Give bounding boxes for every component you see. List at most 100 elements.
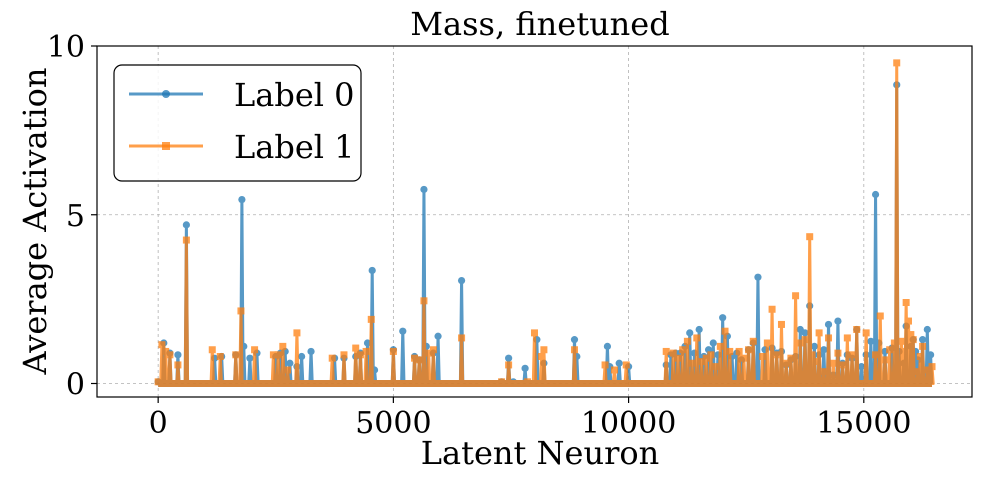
data-point-label-1 bbox=[182, 236, 190, 244]
y-axis: 0 5 10 bbox=[47, 30, 97, 403]
data-point-label-1 bbox=[801, 336, 809, 344]
data-point-label-0 bbox=[927, 351, 935, 359]
data-point-label-1 bbox=[712, 363, 720, 371]
data-point-label-1 bbox=[251, 346, 259, 354]
data-point-label-1 bbox=[825, 334, 833, 342]
data-point-label-0 bbox=[615, 359, 623, 367]
data-point-label-1 bbox=[745, 346, 753, 354]
data-point-label-0 bbox=[686, 329, 694, 337]
data-point-label-1 bbox=[162, 347, 170, 355]
legend-label-0: Label 0 bbox=[234, 76, 355, 114]
data-point-label-1 bbox=[726, 347, 734, 355]
legend-marker-label-0 bbox=[162, 90, 170, 98]
data-point-label-1 bbox=[907, 331, 915, 339]
data-point-label-1 bbox=[904, 317, 912, 325]
data-point-label-1 bbox=[777, 320, 785, 328]
data-point-label-1 bbox=[389, 347, 397, 355]
data-point-label-1 bbox=[919, 342, 927, 350]
data-point-label-0 bbox=[919, 336, 927, 344]
data-point-label-1 bbox=[872, 351, 880, 359]
data-point-label-0 bbox=[238, 195, 246, 204]
data-point-label-1 bbox=[876, 312, 884, 320]
data-point-label-1 bbox=[293, 329, 301, 337]
data-point-label-1 bbox=[693, 334, 701, 342]
data-point-label-1 bbox=[916, 353, 924, 360]
data-point-label-1 bbox=[893, 59, 901, 67]
data-point-label-1 bbox=[928, 363, 936, 371]
data-point-label-0 bbox=[286, 359, 294, 367]
data-point-label-1 bbox=[208, 346, 216, 354]
data-point-label-1 bbox=[420, 297, 428, 305]
data-point-label-1 bbox=[890, 339, 898, 347]
data-point-label-0 bbox=[570, 336, 579, 344]
data-point-label-1 bbox=[662, 347, 670, 355]
data-point-label-1 bbox=[328, 354, 336, 362]
data-point-label-1 bbox=[601, 361, 609, 369]
data-point-label-1 bbox=[425, 349, 433, 357]
data-point-label-1 bbox=[683, 337, 691, 345]
data-point-label-0 bbox=[923, 325, 931, 334]
data-point-label-0 bbox=[298, 352, 306, 361]
data-point-label-0 bbox=[182, 221, 190, 229]
data-point-label-0 bbox=[603, 342, 612, 350]
data-point-label-0 bbox=[695, 325, 703, 334]
data-point-label-1 bbox=[749, 337, 757, 345]
data-point-label-0 bbox=[824, 320, 833, 329]
data-point-label-1 bbox=[279, 342, 287, 350]
data-point-label-1 bbox=[808, 351, 816, 359]
data-point-label-1 bbox=[669, 349, 677, 357]
data-point-label-1 bbox=[356, 351, 364, 359]
data-point-label-1 bbox=[759, 353, 767, 360]
data-point-label-1 bbox=[914, 368, 922, 376]
data-point-label-1 bbox=[237, 307, 245, 315]
data-point-label-1 bbox=[610, 366, 618, 374]
data-point-label-1 bbox=[900, 347, 908, 355]
data-point-label-1 bbox=[796, 339, 804, 347]
data-point-label-0 bbox=[521, 364, 529, 372]
data-point-label-1 bbox=[411, 354, 419, 362]
data-point-label-1 bbox=[674, 354, 682, 362]
data-point-label-0 bbox=[834, 317, 842, 325]
data-point-label-1 bbox=[688, 359, 696, 367]
data-point-label-1 bbox=[158, 341, 166, 349]
data-point-label-1 bbox=[540, 346, 548, 354]
data-point-label-1 bbox=[702, 354, 710, 362]
data-point-label-0 bbox=[368, 266, 376, 275]
data-point-label-1 bbox=[848, 351, 856, 359]
data-point-label-1 bbox=[415, 356, 423, 364]
data-point-label-0 bbox=[754, 273, 762, 281]
data-point-label-1 bbox=[902, 299, 910, 306]
data-point-label-1 bbox=[698, 358, 706, 366]
x-axis: 0 5000 10000 15000 bbox=[149, 397, 912, 441]
data-point-label-1 bbox=[429, 346, 437, 354]
data-point-label-1 bbox=[926, 371, 934, 379]
x-tick-label: 0 bbox=[149, 406, 168, 441]
data-point-label-0 bbox=[719, 314, 727, 322]
data-point-label-1 bbox=[853, 326, 861, 333]
data-point-label-1 bbox=[909, 336, 917, 344]
data-point-label-1 bbox=[362, 347, 370, 355]
data-point-label-1 bbox=[154, 378, 162, 386]
data-point-label-1 bbox=[716, 342, 724, 350]
legend: Label 0 Label 1 bbox=[113, 64, 362, 182]
data-point-label-0 bbox=[420, 185, 428, 194]
data-point-label-1 bbox=[721, 327, 729, 335]
data-point-label-1 bbox=[740, 354, 748, 362]
data-point-label-1 bbox=[570, 346, 578, 354]
data-point-label-0 bbox=[871, 190, 880, 199]
data-point-label-1 bbox=[622, 361, 630, 369]
data-point-label-0 bbox=[434, 332, 442, 340]
data-point-label-0 bbox=[810, 342, 819, 350]
chart-title: Mass, finetuned bbox=[410, 5, 669, 43]
data-point-label-1 bbox=[505, 361, 513, 369]
data-point-label-1 bbox=[538, 353, 546, 360]
data-point-label-1 bbox=[886, 346, 894, 354]
data-point-label-0 bbox=[709, 339, 717, 347]
data-point-label-1 bbox=[174, 361, 182, 369]
data-point-label-1 bbox=[815, 329, 823, 337]
series-layer bbox=[154, 59, 936, 387]
data-point-label-1 bbox=[782, 359, 790, 367]
data-point-label-1 bbox=[862, 329, 870, 337]
data-point-label-1 bbox=[843, 334, 851, 342]
data-point-label-1 bbox=[531, 329, 538, 337]
